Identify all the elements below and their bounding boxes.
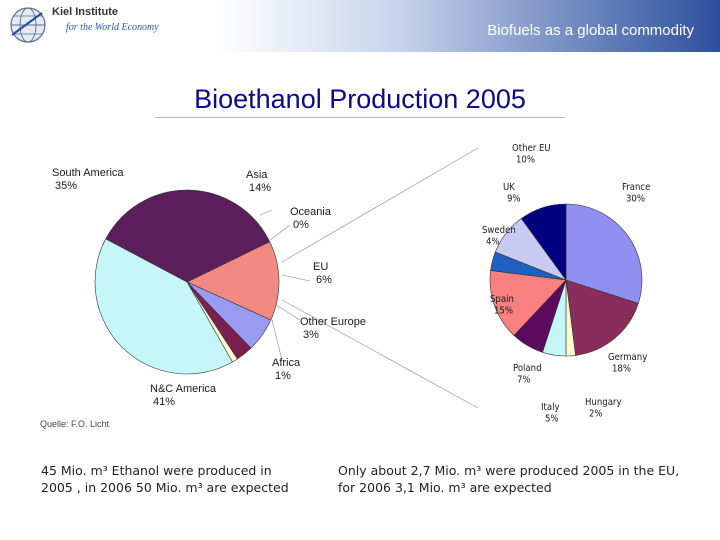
slice-value-germany: 18%: [612, 364, 631, 375]
world-production-pie: [94, 189, 280, 375]
pie-slice-germany: [565, 279, 639, 356]
eu-connector-top: [281, 147, 479, 263]
slice-label-other-europe: Other Europe: [300, 316, 366, 328]
institute-name: Kiel Institute: [52, 6, 119, 18]
slice-label-hungary: Hungary: [585, 397, 622, 408]
slice-label-germany: Germany: [608, 352, 647, 363]
slice-value-other-europe: 3%: [303, 329, 319, 341]
slice-value-uk: 9%: [507, 194, 521, 205]
slice-value-hungary: 2%: [589, 409, 603, 420]
slice-value-other-eu: 10%: [516, 155, 535, 166]
slice-label-oceania: Oceania: [290, 206, 332, 218]
slice-value-poland: 7%: [517, 375, 531, 386]
slice-value-italy: 5%: [545, 414, 559, 425]
slice-label-asia: Asia: [246, 169, 268, 181]
connector-lines: [259, 147, 479, 409]
leader-line: [271, 319, 283, 361]
slice-value-spain: 15%: [494, 306, 513, 317]
pie-slice-spain: [489, 270, 567, 336]
presentation-title: Biofuels as a global commodity: [487, 22, 694, 39]
slice-label-africa: Africa: [272, 357, 301, 369]
slice-value-nandc-america: 41%: [153, 396, 175, 408]
slice-label-eu: EU: [313, 261, 328, 273]
slice-label-uk: UK: [503, 182, 515, 193]
eu-connector-bottom: [281, 299, 479, 409]
pie-slice-asia: [186, 241, 280, 321]
slice-value-south-america: 35%: [55, 180, 77, 192]
slice-value-sweden: 4%: [486, 237, 500, 248]
eu-production-note: Only about 2,7 Mio. m³ were produced 200…: [338, 463, 680, 495]
slice-label-nandc-america: N&C America: [150, 383, 217, 395]
slide-title: Bioethanol Production 2005: [194, 84, 526, 114]
pie-slice-other-eu: [520, 203, 567, 281]
leader-line: [259, 209, 273, 216]
slice-label-poland: Poland: [513, 363, 542, 374]
header-bar: Kiel Institute for the World Economy Bio…: [0, 0, 720, 52]
slice-label-france: France: [622, 182, 650, 193]
slice-label-other-eu: Other EU: [512, 143, 551, 154]
slice-value-eu: 6%: [316, 274, 332, 286]
header-background: [0, 0, 720, 52]
slice-label-italy: Italy: [541, 402, 560, 413]
source-note: Quelle: F.O. Licht: [40, 419, 110, 429]
pie-slice-nandc-america: [94, 238, 233, 375]
eu-production-pie: [489, 203, 643, 357]
slice-label-south-america: South America: [52, 167, 124, 179]
slice-label-sweden: Sweden: [482, 225, 516, 236]
slice-value-asia: 14%: [249, 182, 271, 194]
pie-slice-france: [565, 203, 643, 304]
slice-label-spain: Spain: [490, 294, 514, 305]
slice-value-africa: 1%: [275, 370, 291, 382]
world-production-note: 45 Mio. m³ Ethanol were produced in 2005…: [41, 463, 289, 495]
pie-slice-south-america: [105, 189, 271, 283]
slice-value-oceania: 0%: [293, 219, 309, 231]
leader-line: [281, 274, 311, 282]
slice-value-france: 30%: [626, 194, 645, 205]
leader-line: [275, 304, 301, 321]
leader-line: [269, 224, 291, 241]
title-divider: [155, 117, 565, 118]
institute-tagline: for the World Economy: [66, 22, 159, 33]
globe-logo-icon: [10, 7, 46, 43]
